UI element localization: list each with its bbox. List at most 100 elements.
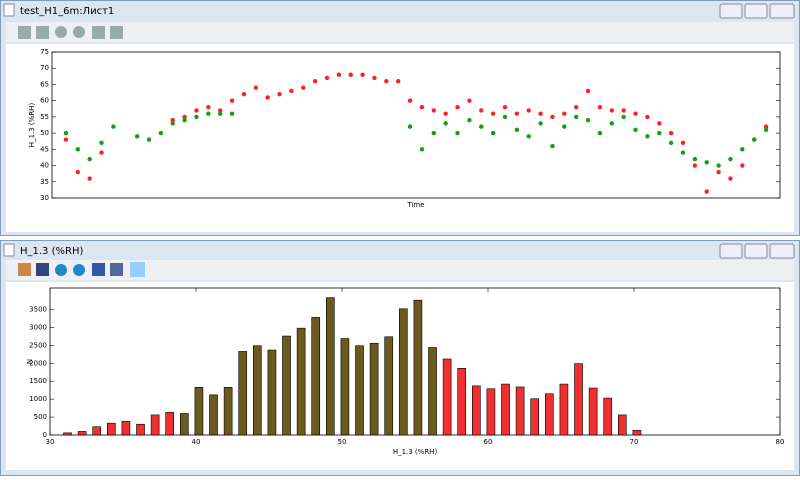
scatter-point: [194, 114, 199, 120]
histogram-bar: [296, 327, 306, 436]
histogram-bar: [588, 387, 598, 436]
scatter-point: [134, 134, 140, 139]
forward-button[interactable]: [73, 264, 85, 276]
scatter-point: [182, 117, 187, 123]
histogram-bar: [253, 345, 262, 436]
minimize-button[interactable]: [719, 243, 743, 259]
pan-button[interactable]: [92, 26, 105, 39]
histogram-bar: [530, 398, 540, 436]
x-tick-label: 60: [484, 438, 493, 446]
x-tick-label: 30: [46, 438, 55, 446]
toolbar: [6, 260, 794, 280]
scatter-point: [657, 121, 662, 126]
scatter-point: [63, 130, 69, 136]
scatter-point: [360, 72, 365, 77]
histogram-bar: [223, 387, 233, 436]
scatter-point: [431, 108, 436, 113]
scatter-point: [657, 130, 662, 136]
zoom-button[interactable]: [110, 26, 123, 39]
scatter-point: [182, 114, 187, 120]
y-tick-label: 35: [40, 178, 49, 186]
configure-button[interactable]: [130, 262, 145, 277]
scatter-point: [324, 75, 330, 81]
scatter-point: [633, 127, 638, 133]
back-button[interactable]: [55, 26, 67, 38]
x-tick-label: 50: [338, 438, 347, 446]
scatter-point: [289, 88, 294, 94]
forward-button[interactable]: [73, 26, 85, 38]
y-axis-label: H_1.3 (%RH): [28, 103, 36, 148]
scatter-point: [752, 137, 757, 142]
scatter-point: [467, 117, 472, 123]
scatter-point: [431, 130, 436, 136]
scatter-point: [526, 134, 531, 139]
scatter-point: [443, 111, 448, 116]
scatter-point: [550, 143, 555, 149]
maximize-button[interactable]: [744, 243, 768, 259]
histogram-bar: [194, 387, 204, 436]
scatter-point: [692, 163, 698, 168]
scatter-point: [514, 111, 520, 116]
histogram-bar: [632, 430, 642, 436]
back-button[interactable]: [55, 264, 67, 276]
scatter-point: [206, 104, 211, 110]
scatter-point: [716, 169, 721, 175]
scatter-point: [680, 140, 686, 146]
scatter-point: [502, 114, 508, 120]
scatter-point: [63, 137, 69, 142]
save-button[interactable]: [36, 26, 49, 39]
pan-button[interactable]: [92, 263, 105, 276]
toolbar-icons: [18, 26, 123, 39]
y-tick-label: 1500: [29, 377, 47, 385]
scatter-point: [229, 98, 235, 103]
scatter-point: [479, 108, 484, 113]
histogram-bar: [107, 422, 116, 436]
minimize-button[interactable]: [719, 3, 743, 19]
scatter-point: [253, 85, 258, 90]
y-tick-label: 70: [40, 64, 49, 72]
zoom-button[interactable]: [110, 263, 123, 276]
y-tick-label: 0: [43, 431, 47, 439]
scatter-point: [538, 111, 543, 116]
histogram-bar: [121, 421, 131, 436]
scatter-point: [668, 140, 674, 146]
histogram-bar: [267, 349, 277, 436]
scatter-point: [277, 91, 282, 97]
scatter-point: [562, 124, 567, 129]
close-button[interactable]: [769, 3, 795, 19]
histogram-bar: [428, 347, 437, 436]
histogram-bar: [399, 308, 408, 436]
scatter-point: [218, 111, 223, 116]
scatter-point: [621, 108, 626, 113]
scatter-point: [111, 124, 116, 129]
home-button[interactable]: [18, 26, 31, 39]
close-button[interactable]: [769, 243, 795, 259]
x-tick-label: 70: [630, 438, 639, 446]
save-button[interactable]: [36, 263, 49, 276]
histogram-bar: [77, 431, 87, 436]
scatter-point: [621, 114, 626, 120]
scatter-point: [87, 156, 92, 162]
window-title: H_1.3 (%RH): [20, 246, 83, 257]
x-axis-label: Time: [406, 201, 424, 209]
scatter-point: [585, 117, 591, 123]
scatter-point: [585, 88, 591, 94]
scatter-point: [372, 75, 377, 81]
scatter-point: [728, 176, 733, 181]
y-tick-label: 3000: [29, 323, 47, 331]
scatter-point: [348, 72, 353, 77]
scatter-point: [384, 79, 389, 84]
maximize-button[interactable]: [744, 3, 768, 19]
toolbar: [6, 22, 794, 42]
home-button[interactable]: [18, 263, 31, 276]
histogram-bar: [92, 426, 102, 436]
y-tick-label: 30: [40, 194, 49, 202]
scatter-point: [170, 117, 175, 123]
scatter-point: [146, 137, 152, 142]
scatter-point: [502, 104, 508, 110]
scatter-point: [99, 150, 104, 155]
window-title: test_H1_6m:Лист1: [20, 6, 114, 17]
scatter-point: [336, 72, 342, 77]
toolbar-icons: [18, 262, 145, 277]
